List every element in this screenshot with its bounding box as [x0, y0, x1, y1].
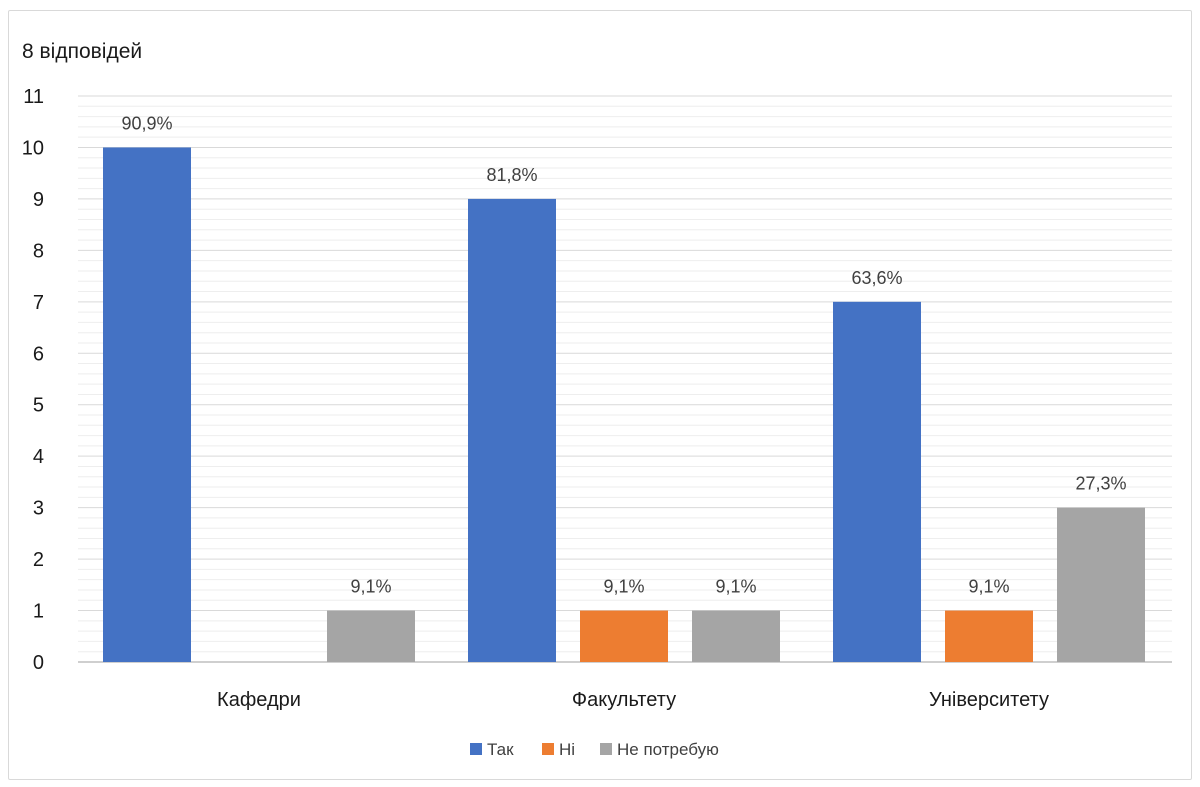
data-label: 63,6% [851, 268, 902, 288]
category-label: Кафедри [217, 689, 301, 711]
bar [327, 610, 415, 662]
legend-label: Ні [559, 740, 575, 759]
data-labels: 90,9% 81,8% 63,6% 9,1% 9,1% 9,1% 9,1% 27,3% [121, 113, 1126, 596]
legend-label: Не потребую [617, 740, 719, 759]
data-label: 9,1% [603, 577, 644, 597]
bar [103, 147, 191, 662]
data-label: 9,1% [350, 577, 391, 597]
bar [692, 610, 780, 662]
data-label: 81,8% [486, 165, 537, 185]
data-label: 27,3% [1075, 474, 1126, 494]
bar [580, 610, 668, 662]
y-tick-label: 6 [33, 343, 44, 365]
data-label: 9,1% [968, 577, 1009, 597]
x-axis-categories: Кафедри Факультету Університету [217, 689, 1049, 711]
bar [468, 198, 556, 662]
y-tick-label: 3 [33, 498, 44, 520]
bar [1057, 507, 1145, 662]
y-tick-label: 1 [33, 601, 44, 623]
category-label: Університету [929, 689, 1049, 711]
bars [103, 147, 1145, 662]
data-label: 9,1% [715, 577, 756, 597]
y-tick-label: 7 [33, 292, 44, 314]
y-tick-label: 5 [33, 395, 44, 417]
y-axis-ticks: 0 1 2 3 4 5 6 7 8 9 10 11 [22, 86, 44, 674]
bar [945, 610, 1033, 662]
y-tick-label: 0 [33, 652, 44, 674]
y-tick-label: 2 [33, 549, 44, 571]
legend-swatch [600, 743, 612, 755]
chart-title: 8 відповідей [22, 40, 142, 63]
y-tick-label: 11 [23, 86, 44, 108]
data-label: 90,9% [121, 113, 172, 133]
bar [833, 301, 921, 662]
legend: Так Ні Не потребую [470, 740, 719, 759]
y-tick-label: 10 [22, 137, 44, 159]
category-label: Факультету [572, 689, 676, 711]
legend-swatch [470, 743, 482, 755]
legend-label: Так [487, 740, 514, 759]
y-tick-label: 9 [33, 189, 44, 211]
y-tick-label: 4 [33, 446, 44, 468]
y-tick-label: 8 [33, 240, 44, 262]
legend-swatch [542, 743, 554, 755]
